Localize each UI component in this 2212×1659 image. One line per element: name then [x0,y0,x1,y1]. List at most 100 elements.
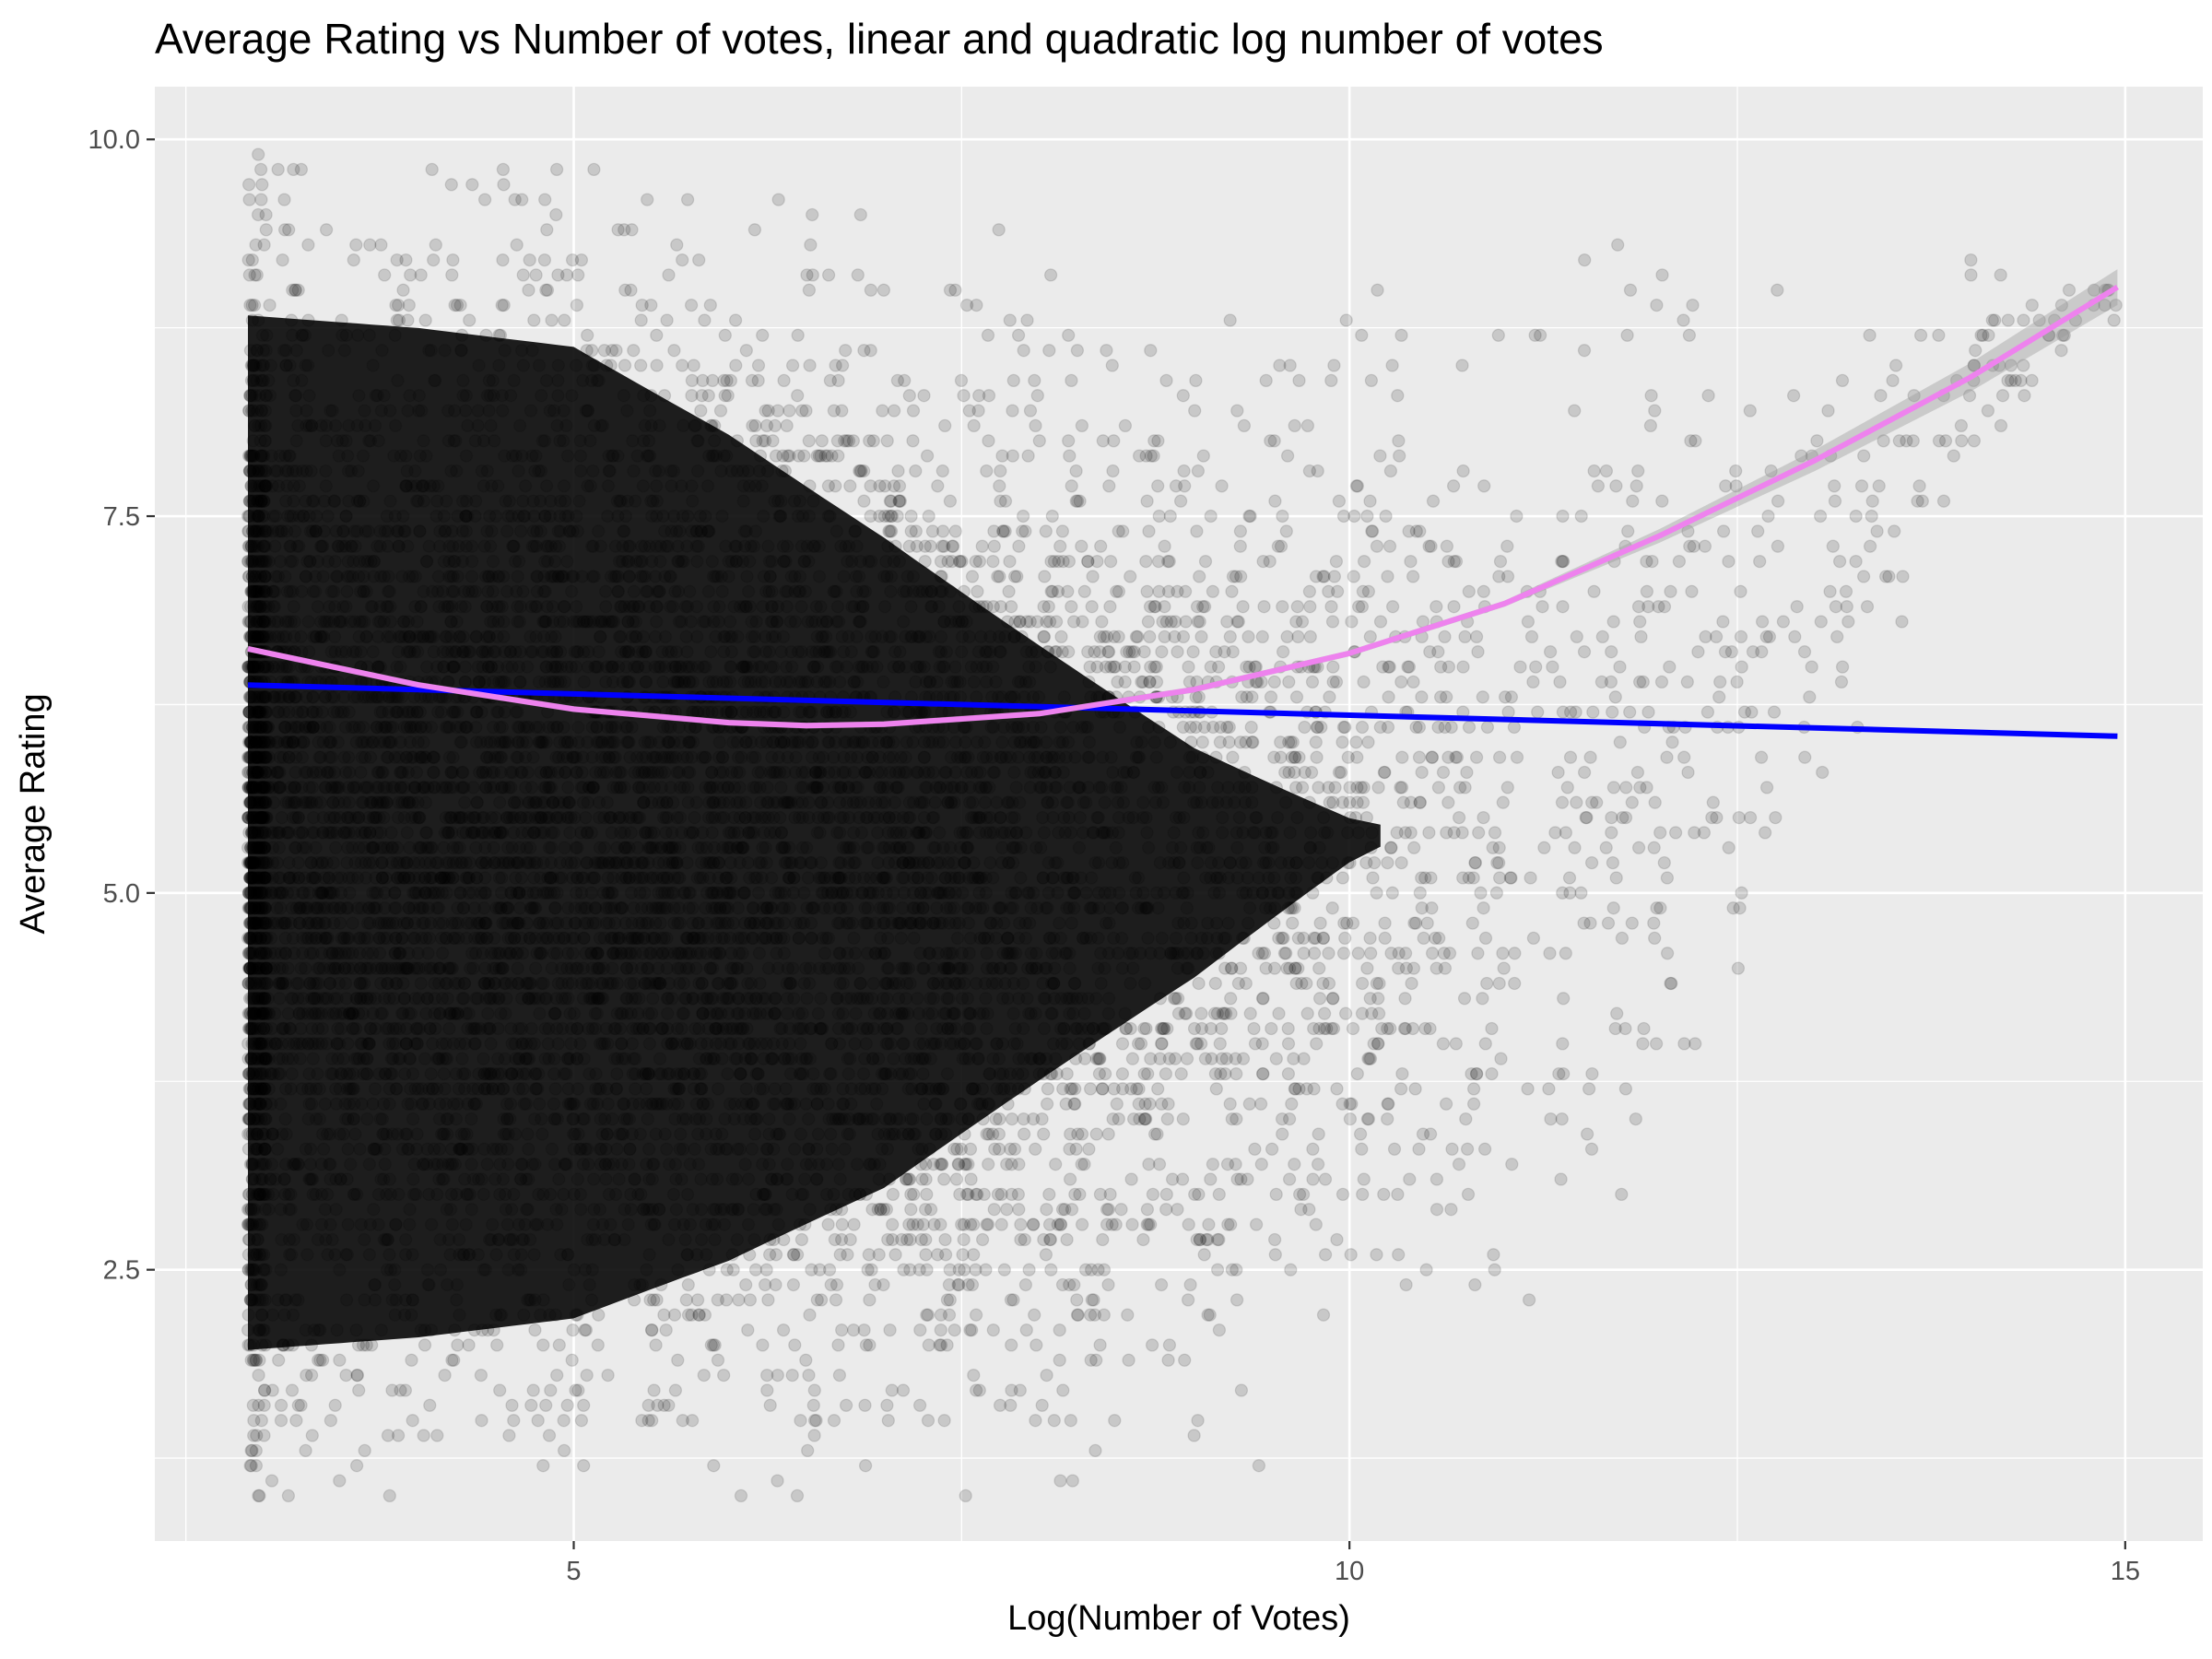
scatter-point [1231,615,1245,629]
scatter-point [1462,871,1476,885]
scatter-point [1077,1052,1092,1065]
scatter-point [1338,931,1352,946]
scatter-point [797,449,811,463]
scatter-point [1138,1097,1152,1111]
scatter-point [1643,418,1658,433]
scatter-point [1402,524,1416,538]
scatter-point [1631,600,1646,614]
scatter-point [1288,961,1302,975]
scatter-point [945,554,959,569]
scatter-point [1108,660,1123,674]
scatter-point [717,1368,731,1382]
scatter-point [829,359,842,372]
scatter-point [1555,554,1569,569]
scatter-point [937,1414,951,1428]
scatter-point [542,1429,557,1442]
scatter-point [1823,584,1837,598]
scatter-point [1401,660,1415,674]
scatter-point [1329,554,1344,569]
scatter-point [1896,570,1910,583]
scatter-point [756,1338,770,1352]
scatter-point [2004,373,2018,388]
scatter-point [1282,1172,1297,1186]
scatter-point [1657,600,1672,614]
scatter-point [866,434,880,448]
scatter-point [247,298,262,312]
scatter-point [786,1277,801,1292]
scatter-point [1682,328,1697,342]
scatter-point [1613,660,1627,674]
scatter-point [1320,1021,1334,1036]
scatter-point [1398,992,1412,1006]
scatter-point [1665,976,1678,991]
scatter-point [1346,1021,1360,1036]
scatter-point [748,418,762,433]
scatter-point [2057,328,2071,342]
scatter-point [1697,826,1712,840]
scatter-point [1461,1187,1476,1202]
scatter-point [493,1383,507,1397]
scatter-point [684,298,699,312]
scatter-point [1618,1021,1632,1036]
scatter-point [680,193,695,206]
scatter-point [1297,931,1311,946]
scatter-point [769,1277,782,1292]
scatter-point [1306,1172,1320,1186]
scatter-point [1357,675,1371,689]
scatter-point [1877,434,1890,448]
scatter-point [1191,1414,1205,1428]
scatter-point [347,253,360,267]
scatter-point [1587,584,1601,598]
scatter-point [1654,675,1669,689]
scatter-point [1577,645,1592,659]
scatter-point [925,524,940,538]
scatter-point [1257,947,1272,960]
scatter-point [1181,1293,1195,1307]
scatter-point [1160,1021,1174,1036]
scatter-point [1237,418,1252,433]
scatter-point [1350,1066,1364,1081]
scatter-point [651,1398,665,1412]
scatter-point [1762,629,1777,644]
scatter-point [1171,992,1185,1006]
scatter-point [857,464,871,478]
scatter-point [252,1368,265,1382]
scatter-point [1415,690,1429,704]
scatter-point [1173,494,1188,508]
scatter-point [1224,1218,1238,1231]
scatter-point [581,328,594,342]
scatter-point [1288,765,1301,780]
scatter-point [1283,359,1297,372]
scatter-point [1132,1097,1146,1111]
scatter-point [1363,1052,1378,1065]
scatter-point [1230,615,1244,629]
scatter-point [1580,810,1594,825]
scatter-point [577,1459,591,1473]
scatter-point [1064,1127,1077,1141]
scatter-point [242,268,256,282]
scatter-point [711,1293,724,1307]
scatter-point [1023,615,1037,629]
scatter-point [1378,931,1392,946]
scatter-point [1096,1232,1110,1247]
scatter-point [696,373,710,388]
scatter-point [2004,359,2018,372]
scatter-point [1618,1082,1633,1096]
scatter-point [1580,1127,1594,1141]
scatter-point [1677,1037,1691,1051]
scatter-point [1835,660,1850,674]
scatter-point [1021,449,1035,463]
scatter-point [963,1323,977,1337]
scatter-point [1281,1021,1295,1036]
scatter-point [1507,720,1522,735]
scatter-point [1574,509,1588,524]
scatter-point [1055,524,1070,538]
scatter-point [1338,1006,1353,1020]
scatter-point [1085,1293,1099,1307]
scatter-point [1465,916,1479,930]
scatter-point [987,1203,1001,1217]
scatter-point [1559,947,1572,960]
scatter-point [1340,916,1354,930]
scatter-point [1288,750,1301,764]
scatter-point [1324,373,1338,388]
